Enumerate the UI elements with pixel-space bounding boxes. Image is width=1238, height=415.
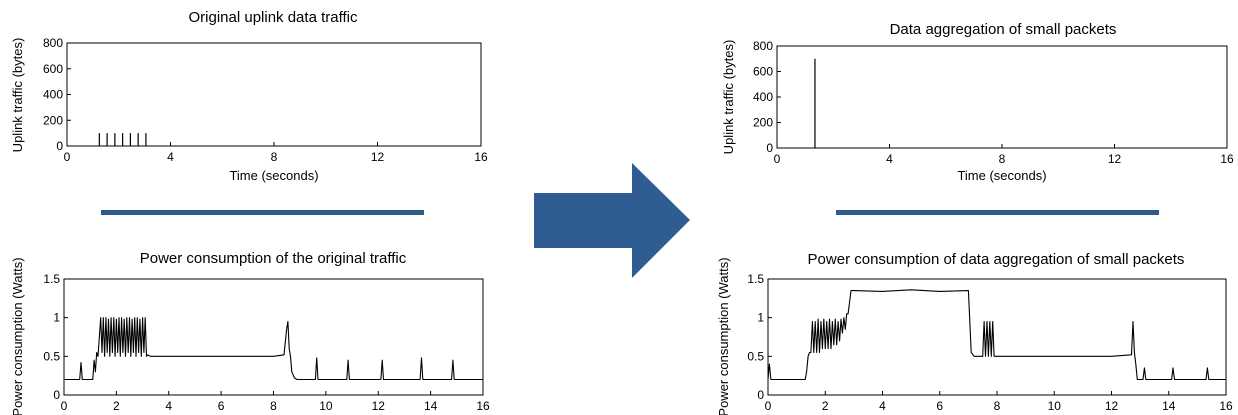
y-tick-label: 0	[56, 139, 63, 153]
chart-title: Data aggregation of small packets	[890, 21, 1117, 38]
y-tick-label: 0.5	[43, 349, 60, 363]
x-tick-label: 8	[999, 152, 1006, 166]
x-tick-label: 0	[61, 399, 68, 413]
chart-title: Power consumption of the original traffi…	[140, 250, 407, 267]
left-separator-bar	[101, 210, 424, 215]
y-tick-label: 600	[43, 62, 63, 76]
y-tick-label: 1	[757, 311, 764, 325]
right-separator-bar	[836, 210, 1159, 215]
x-tick-label: 12	[372, 399, 386, 413]
plot-frame	[66, 42, 482, 147]
x-tick-label: 12	[1105, 399, 1119, 413]
x-tick-label: 4	[886, 152, 893, 166]
y-tick-label: 400	[753, 90, 773, 104]
x-tick-label: 4	[165, 399, 172, 413]
chart-original-uplink: Original uplink data traffic 0 4 8 12 16 0 200…	[10, 9, 488, 183]
y-tick-label: 1.5	[747, 272, 764, 286]
x-tick-label: 0	[765, 399, 772, 413]
y-axis-label: Power consumption (Watts)	[10, 257, 25, 415]
y-tick-label: 1.5	[43, 272, 60, 286]
chart-aggregated-uplink: Data aggregation of small packets 0 4 8 12 1…	[721, 21, 1234, 183]
x-tick-label: 14	[424, 399, 438, 413]
y-tick-label: 800	[753, 39, 773, 53]
y-tick-label: 200	[43, 113, 63, 127]
x-axis-label: Time (seconds)	[957, 168, 1046, 183]
x-tick-label: 0	[64, 150, 71, 164]
x-tick-label: 6	[218, 399, 225, 413]
y-axis-label: Uplink traffic (bytes)	[721, 40, 736, 155]
y-tick-label: 1	[53, 311, 60, 325]
x-tick-label: 16	[476, 399, 490, 413]
x-tick-label: 16	[1220, 152, 1234, 166]
y-tick-label: 400	[43, 88, 63, 102]
x-tick-label: 8	[270, 399, 277, 413]
chart-title: Power consumption of data aggregation of…	[808, 251, 1185, 268]
x-tick-label: 6	[936, 399, 943, 413]
x-tick-label: 4	[879, 399, 886, 413]
x-tick-label: 16	[1219, 399, 1233, 413]
chart-power-original: Power consumption of the original traffi…	[10, 250, 490, 415]
y-axis-label: Power consumption (Watts)	[716, 257, 731, 415]
y-tick-label: 0	[757, 388, 764, 402]
x-tick-label: 16	[474, 150, 488, 164]
power-series-line	[64, 317, 483, 381]
x-tick-label: 8	[994, 399, 1001, 413]
x-tick-label: 14	[1162, 399, 1176, 413]
chart-power-aggregated: Power consumption of data aggregation of…	[716, 251, 1233, 415]
plot-frame	[776, 45, 1228, 149]
x-tick-label: 12	[1108, 152, 1122, 166]
x-tick-label: 10	[319, 399, 333, 413]
y-tick-label: 0	[766, 141, 773, 155]
x-tick-label: 4	[167, 150, 174, 164]
power-series-line	[767, 289, 1226, 381]
y-axis-label: Uplink traffic (bytes)	[10, 38, 25, 153]
x-tick-label: 8	[271, 150, 278, 164]
x-tick-label: 2	[113, 399, 120, 413]
chart-title: Original uplink data traffic	[189, 9, 358, 26]
y-tick-label: 0.5	[747, 349, 764, 363]
y-tick-label: 600	[753, 65, 773, 79]
x-tick-label: 12	[371, 150, 385, 164]
y-tick-label: 0	[53, 388, 60, 402]
y-tick-label: 200	[753, 116, 773, 130]
x-tick-label: 10	[1048, 399, 1062, 413]
x-axis-label: Time (seconds)	[229, 168, 318, 183]
right-arrow-icon	[534, 163, 690, 278]
y-tick-label: 800	[43, 36, 63, 50]
x-tick-label: 2	[822, 399, 829, 413]
x-tick-label: 0	[774, 152, 781, 166]
